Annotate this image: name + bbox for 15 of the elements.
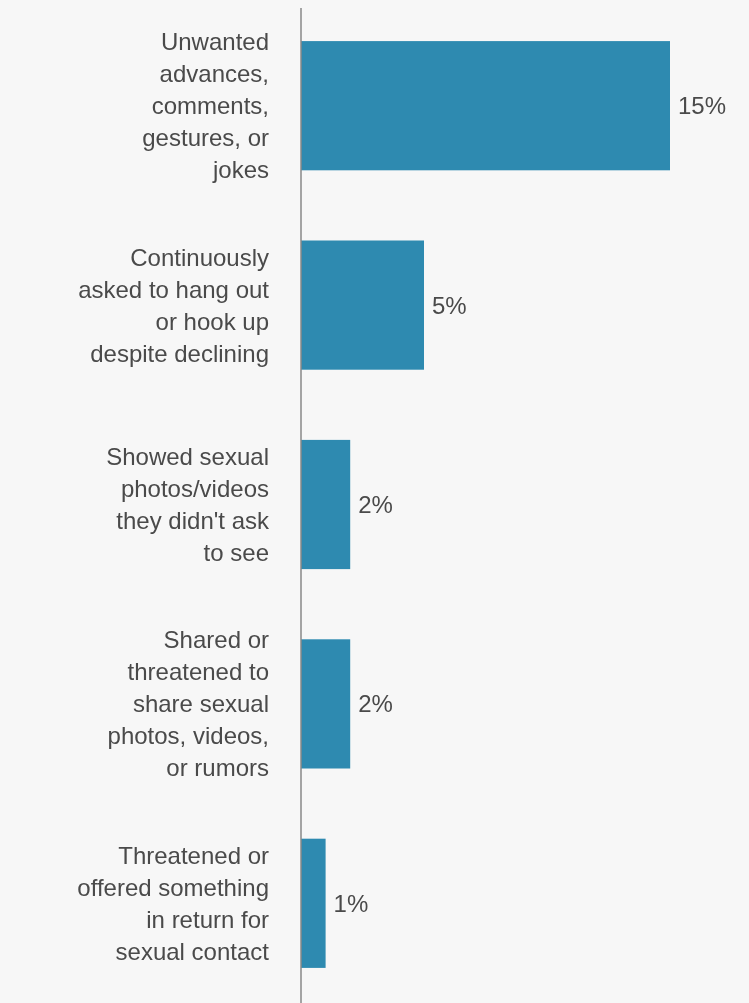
data-label: 1%: [333, 889, 369, 917]
y-tick-label: Showed sexual photos/videos they didn't ask to see: [106, 442, 270, 566]
bar: [301, 41, 670, 171]
bar: [301, 439, 351, 570]
y-tick-label: Threatened or offered something in return for sexual contact: [77, 841, 270, 965]
bar: [301, 639, 351, 769]
y-tick-label: Unwanted advances, comments, gestures, or jokes: [142, 28, 269, 184]
data-label: 5%: [432, 291, 467, 319]
data-label: 2%: [358, 490, 393, 518]
data-label: 2%: [358, 690, 393, 718]
y-tick-label: Continuously asked to hang out or hook up despite declining: [78, 243, 270, 367]
bar: [301, 838, 326, 968]
bar: [301, 240, 424, 370]
y-tick-label: Shared or threatened to share sexual photos, videos, or rumors: [107, 626, 269, 782]
data-label: 15%: [678, 92, 727, 120]
